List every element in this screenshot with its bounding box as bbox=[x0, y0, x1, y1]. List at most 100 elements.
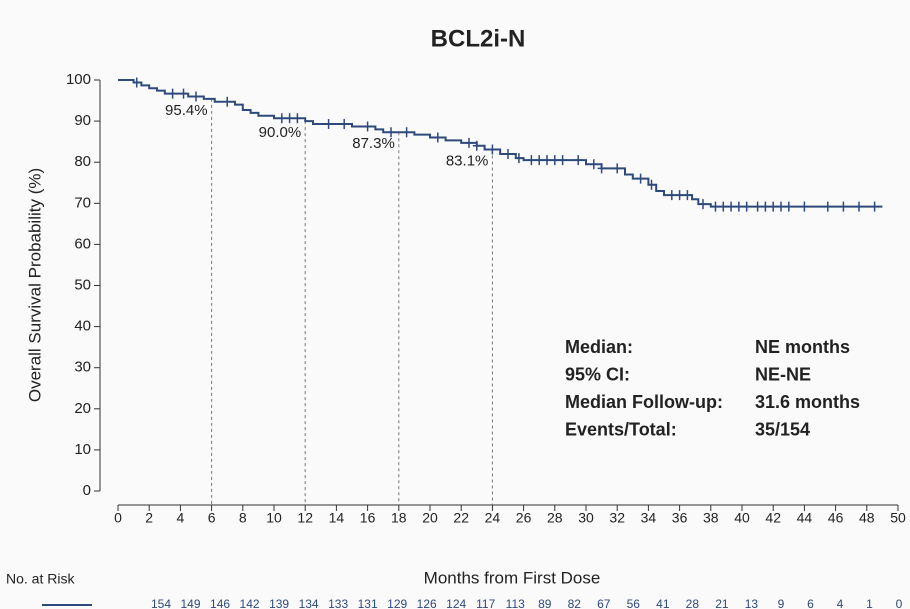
censor-mark bbox=[613, 163, 622, 174]
censor-mark bbox=[472, 140, 481, 151]
landmark-label: 95.4% bbox=[165, 102, 208, 119]
at-risk-count: 28 bbox=[686, 597, 700, 609]
landmark-label: 83.1% bbox=[446, 152, 489, 169]
at-risk-count: 6 bbox=[807, 597, 814, 609]
at-risk-count: 126 bbox=[417, 597, 437, 609]
censor-mark bbox=[855, 201, 863, 212]
x-tick-label: 14 bbox=[329, 510, 345, 526]
censor-mark bbox=[734, 201, 743, 212]
x-tick-label: 48 bbox=[859, 510, 875, 526]
x-tick-label: 18 bbox=[391, 510, 407, 526]
summary-value: 35/154 bbox=[755, 419, 810, 439]
censor-mark bbox=[514, 153, 523, 164]
censor-mark bbox=[742, 201, 751, 212]
censor-mark bbox=[543, 155, 551, 166]
censor-mark bbox=[719, 201, 728, 212]
at-risk-count: 133 bbox=[328, 597, 348, 609]
at-risk-count: 82 bbox=[568, 597, 582, 609]
at-risk-count: 113 bbox=[506, 597, 525, 609]
at-risk-count: 0 bbox=[896, 597, 903, 609]
x-tick-label: 30 bbox=[578, 510, 594, 526]
censor-mark bbox=[527, 155, 536, 166]
x-tick-label: 36 bbox=[672, 510, 688, 526]
censor-mark bbox=[647, 179, 656, 190]
censor-mark bbox=[727, 201, 736, 212]
censor-mark bbox=[363, 121, 372, 132]
censor-mark bbox=[769, 201, 778, 212]
chart-title: BCL2i-N bbox=[431, 25, 526, 52]
censor-mark bbox=[558, 155, 567, 166]
censor-mark bbox=[823, 201, 832, 212]
x-tick-label: 6 bbox=[208, 510, 216, 526]
x-tick-label: 34 bbox=[641, 510, 657, 526]
x-axis-label: Months from First Dose bbox=[424, 568, 601, 587]
censor-mark bbox=[132, 77, 141, 88]
x-tick-label: 40 bbox=[734, 510, 750, 526]
x-tick-label: 4 bbox=[177, 510, 185, 526]
x-tick-label: 10 bbox=[266, 510, 282, 526]
x-tick-label: 16 bbox=[360, 510, 376, 526]
censor-mark bbox=[699, 199, 707, 210]
y-tick-label: 50 bbox=[74, 276, 91, 293]
censor-mark bbox=[550, 155, 559, 166]
x-tick-label: 32 bbox=[609, 510, 625, 526]
censor-mark bbox=[870, 201, 879, 212]
at-risk-count: 117 bbox=[476, 597, 495, 609]
censor-mark bbox=[340, 118, 349, 129]
x-tick-label: 38 bbox=[703, 510, 719, 526]
y-tick-label: 20 bbox=[74, 400, 91, 417]
at-risk-count: 154 bbox=[151, 597, 171, 609]
y-tick-label: 30 bbox=[74, 359, 91, 376]
at-risk-count: 89 bbox=[538, 597, 552, 609]
summary-key: Events/Total: bbox=[565, 419, 677, 439]
x-tick-label: 24 bbox=[485, 510, 501, 526]
at-risk-count: 9 bbox=[778, 597, 785, 609]
censor-mark bbox=[777, 201, 785, 212]
censor-mark bbox=[675, 190, 684, 201]
censor-mark bbox=[597, 163, 606, 174]
x-tick-label: 44 bbox=[797, 510, 813, 526]
at-risk-count: 56 bbox=[627, 597, 641, 609]
censor-mark bbox=[293, 113, 302, 124]
at-risk-count: 13 bbox=[745, 597, 759, 609]
censor-mark bbox=[488, 144, 497, 155]
censor-mark bbox=[179, 88, 188, 99]
censor-mark bbox=[753, 201, 762, 212]
censor-mark bbox=[800, 201, 809, 212]
y-tick-label: 70 bbox=[74, 194, 91, 211]
censor-mark bbox=[277, 113, 286, 124]
at-risk-count: 21 bbox=[715, 597, 729, 609]
censor-mark bbox=[784, 201, 793, 212]
x-tick-label: 28 bbox=[547, 510, 563, 526]
at-risk-count: 142 bbox=[240, 597, 260, 609]
x-tick-label: 46 bbox=[828, 510, 844, 526]
y-tick-label: 90 bbox=[74, 112, 91, 129]
censor-mark bbox=[683, 190, 692, 201]
censor-mark bbox=[839, 201, 848, 212]
x-tick-label: 12 bbox=[297, 510, 313, 526]
censor-mark bbox=[667, 190, 676, 201]
censor-mark bbox=[589, 159, 598, 170]
risk-title: No. at Risk bbox=[6, 571, 75, 587]
censor-mark bbox=[168, 88, 177, 99]
censor-mark bbox=[433, 132, 442, 143]
x-tick-label: 20 bbox=[422, 510, 438, 526]
at-risk-count: 146 bbox=[210, 597, 230, 609]
at-risk-count: 129 bbox=[387, 597, 407, 609]
y-tick-label: 100 bbox=[66, 71, 91, 88]
summary-key: 95% CI: bbox=[565, 364, 630, 384]
at-risk-count: 134 bbox=[299, 597, 319, 609]
censor-mark bbox=[465, 137, 473, 148]
censor-mark bbox=[223, 96, 232, 107]
x-tick-label: 8 bbox=[239, 510, 247, 526]
at-risk-count: 4 bbox=[837, 597, 844, 609]
at-risk-count: 124 bbox=[446, 597, 466, 609]
landmark-label: 90.0% bbox=[259, 124, 302, 141]
censor-mark bbox=[574, 155, 583, 166]
y-axis-label: Overall Survival Probability (%) bbox=[25, 168, 44, 402]
censor-mark bbox=[504, 148, 512, 159]
censor-mark bbox=[285, 113, 294, 124]
x-tick-label: 2 bbox=[145, 510, 153, 526]
